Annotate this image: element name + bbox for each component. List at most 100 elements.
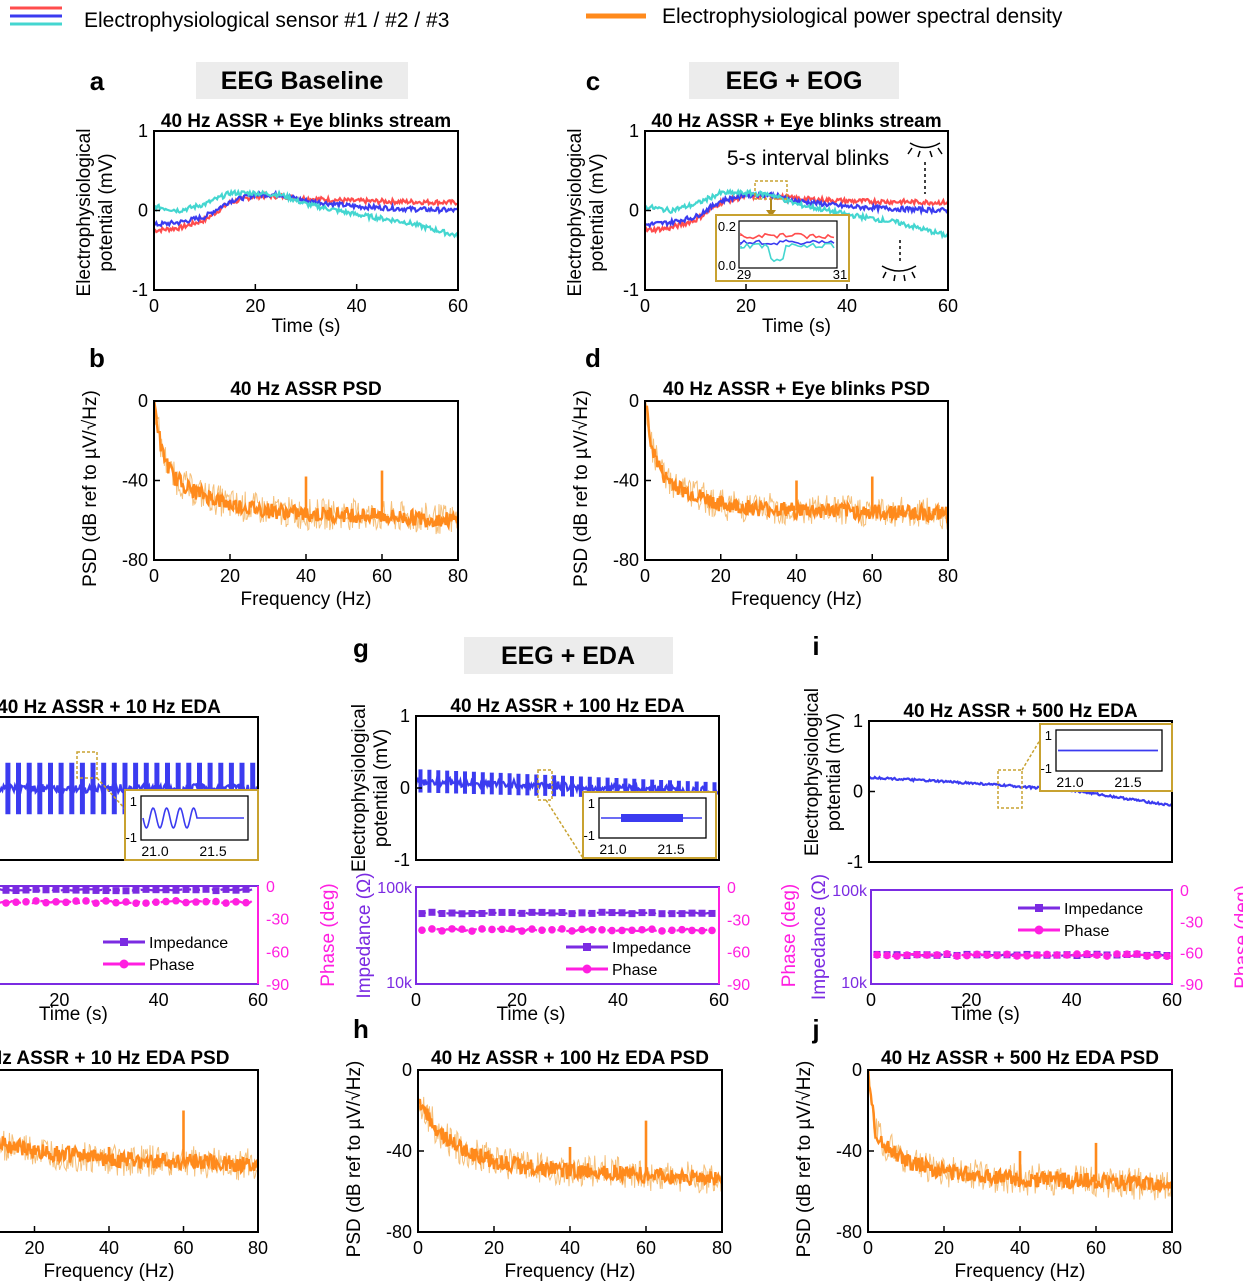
phase-marker — [418, 926, 426, 935]
phase-tick-label: -30 — [266, 912, 289, 929]
x-axis-label: Frequency (Hz) — [44, 1261, 175, 1281]
impedance-marker — [12, 887, 20, 895]
impedance-marker — [698, 909, 706, 917]
panel-title: 40 Hz ASSR + 100 Hz EDA — [450, 696, 685, 717]
condition-header: EEG Baseline — [221, 67, 384, 95]
phase-marker — [628, 926, 636, 935]
x-tick-label: 80 — [248, 1238, 268, 1258]
inset-x-tick: 29 — [737, 267, 751, 282]
inset-x-tick: 21.0 — [599, 841, 626, 857]
x-axis-label: Frequency (Hz) — [241, 589, 372, 610]
y-axis-label: PSD (dB ref to µV/√Hz) — [571, 390, 592, 587]
impedance-marker — [528, 908, 536, 916]
phase-marker — [458, 925, 466, 933]
phase-marker — [1163, 952, 1171, 960]
impedance-marker — [122, 887, 130, 895]
y-axis-label: Electrophysiological — [349, 704, 370, 872]
x-tick-label: 80 — [448, 566, 468, 586]
panel-letter-d: d — [585, 343, 601, 373]
phase-marker — [478, 925, 486, 933]
y-tick-label: 0 — [402, 1060, 412, 1080]
y-tick-label: 0 — [138, 201, 148, 221]
x-axis-label: Frequency (Hz) — [505, 1261, 636, 1281]
phase-marker — [658, 927, 666, 935]
y-tick-label: 0 — [853, 782, 863, 802]
x-tick-label: 60 — [938, 296, 958, 316]
impedance-marker — [232, 886, 240, 894]
y-tick-label: 0 — [852, 1060, 862, 1080]
phase-marker — [152, 898, 160, 907]
impedance-marker — [22, 886, 30, 894]
phase-marker — [558, 925, 566, 933]
impedance-axis-label: Impedance (Ω) — [354, 872, 375, 998]
phase-axis-label: Phase (deg) — [1232, 885, 1243, 989]
y-tick-label: 1 — [138, 121, 148, 141]
y-tick-label: 0 — [629, 201, 639, 221]
y-tick-label: 0 — [400, 778, 410, 798]
eye-open-icon — [907, 142, 943, 158]
inset-x-tick: 21.5 — [199, 843, 226, 859]
blinks-annotation: 5-s interval blinks — [727, 147, 889, 170]
phase-marker — [698, 926, 706, 935]
phase-marker — [608, 926, 616, 935]
phase-marker — [518, 927, 526, 935]
zoom-link — [1021, 739, 1041, 771]
panel-title: 40 Hz ASSR + 10 Hz EDA — [0, 697, 221, 718]
impedance-marker — [162, 886, 170, 894]
x-tick-label: 0 — [149, 296, 159, 316]
impedance-marker — [488, 908, 496, 916]
x-tick-label: 20 — [711, 566, 731, 586]
impedance-marker — [448, 909, 456, 917]
x-tick-label: 40 — [560, 1238, 580, 1258]
impedance-marker — [428, 908, 436, 916]
legend-phase-label: Phase — [612, 962, 657, 979]
phase-marker — [1053, 951, 1061, 959]
phase-marker — [42, 898, 50, 907]
psd-line — [645, 403, 948, 525]
inset-x-tick: 21.5 — [657, 841, 684, 857]
impedance-marker — [588, 909, 596, 917]
phase-marker — [688, 926, 696, 935]
impedance-marker — [102, 887, 110, 895]
impedance-marker — [608, 909, 616, 917]
x-tick-label: 20 — [507, 990, 527, 1010]
phase-tick-label: 0 — [266, 879, 275, 896]
psd-spread — [154, 401, 458, 535]
x-tick-label: 60 — [173, 1238, 193, 1258]
sensor-1-line — [645, 191, 948, 235]
x-tick-label: 40 — [296, 566, 316, 586]
inset-y-tick: 0.2 — [718, 219, 736, 234]
phase-marker — [1073, 950, 1081, 958]
panel-letter-b: b — [89, 343, 105, 373]
y-tick-label: 1 — [629, 121, 639, 141]
sensor-2-line — [645, 190, 948, 229]
phase-axis-label: Phase (deg) — [318, 883, 339, 987]
phase-marker — [172, 896, 180, 905]
phase-marker — [1023, 951, 1031, 960]
phase-marker — [993, 951, 1001, 960]
y-tick-label: -1 — [847, 852, 863, 872]
impedance-marker — [152, 886, 160, 894]
impedance-marker — [578, 909, 586, 917]
legend-phase-label: Phase — [1064, 923, 1109, 940]
impedance-marker — [192, 886, 200, 894]
y-tick-label: -1 — [623, 280, 639, 300]
x-tick-label: 40 — [608, 990, 628, 1010]
x-tick-label: 60 — [1086, 1238, 1106, 1258]
phase-marker — [568, 927, 576, 935]
y-axis-label: Electrophysiological — [565, 129, 586, 297]
sensor-2-line — [154, 189, 458, 228]
phase-marker — [953, 952, 961, 960]
x-tick-label: 60 — [248, 990, 268, 1010]
x-tick-label: 40 — [1062, 990, 1082, 1010]
panel-title: Hz ASSR + 10 Hz EDA PSD — [0, 1048, 229, 1069]
impedance-marker — [242, 886, 250, 893]
y-tick-label: 0 — [629, 391, 639, 411]
y-axis-label: Electrophysiological — [74, 129, 95, 297]
y-tick-label: -80 — [122, 550, 148, 570]
phase-marker — [963, 951, 971, 960]
phase-marker — [598, 925, 606, 934]
x-tick-label: 20 — [245, 296, 265, 316]
y-tick-label: -1 — [132, 280, 148, 300]
x-tick-label: 80 — [1162, 1238, 1182, 1258]
